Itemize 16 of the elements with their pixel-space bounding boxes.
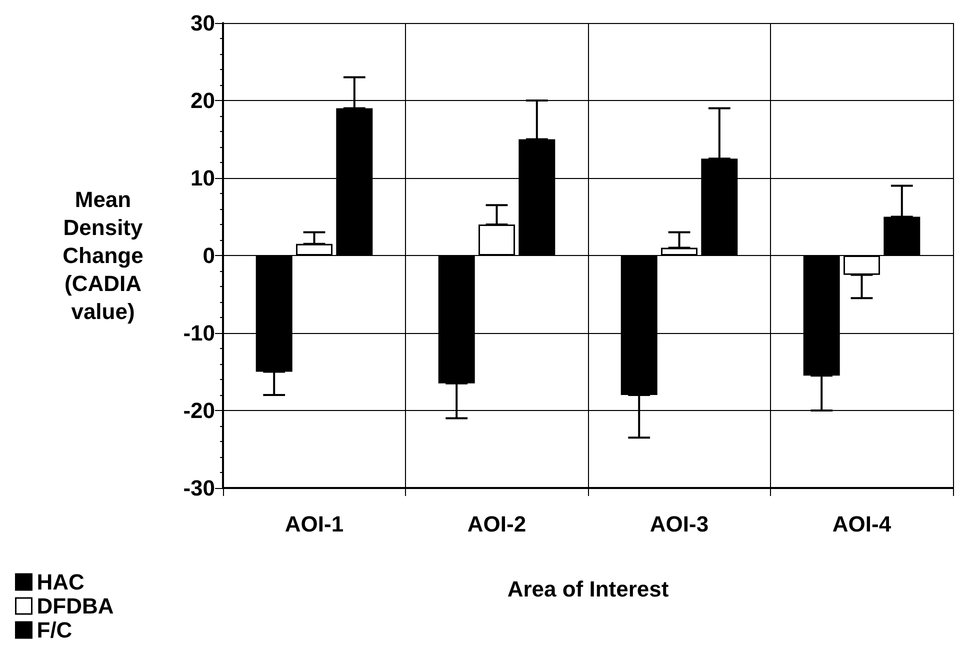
legend-label: HAC [36, 570, 85, 594]
x-tick-label: AOI-3 [650, 512, 709, 536]
legend-label: F/C [36, 618, 72, 642]
y-tick-label: -10 [183, 320, 215, 346]
y-tick-label: 10 [190, 166, 215, 190]
y-tick-label: -20 [183, 398, 215, 423]
x-tick-label: AOI-2 [467, 512, 526, 536]
x-tick-label: AOI-4 [832, 512, 892, 536]
y-tick-label: -30 [183, 476, 215, 500]
x-tick-label: AOI-1 [284, 512, 344, 536]
x-axis-title: Area of Interest [507, 576, 670, 602]
y-tick-label: 0 [202, 243, 215, 268]
legend-label: DFDBA [36, 594, 114, 618]
y-tick-label: 30 [190, 10, 215, 36]
y-tick-label: 20 [190, 88, 215, 113]
y-axis-title: Mean Density Change (CADIA value) [62, 187, 144, 324]
